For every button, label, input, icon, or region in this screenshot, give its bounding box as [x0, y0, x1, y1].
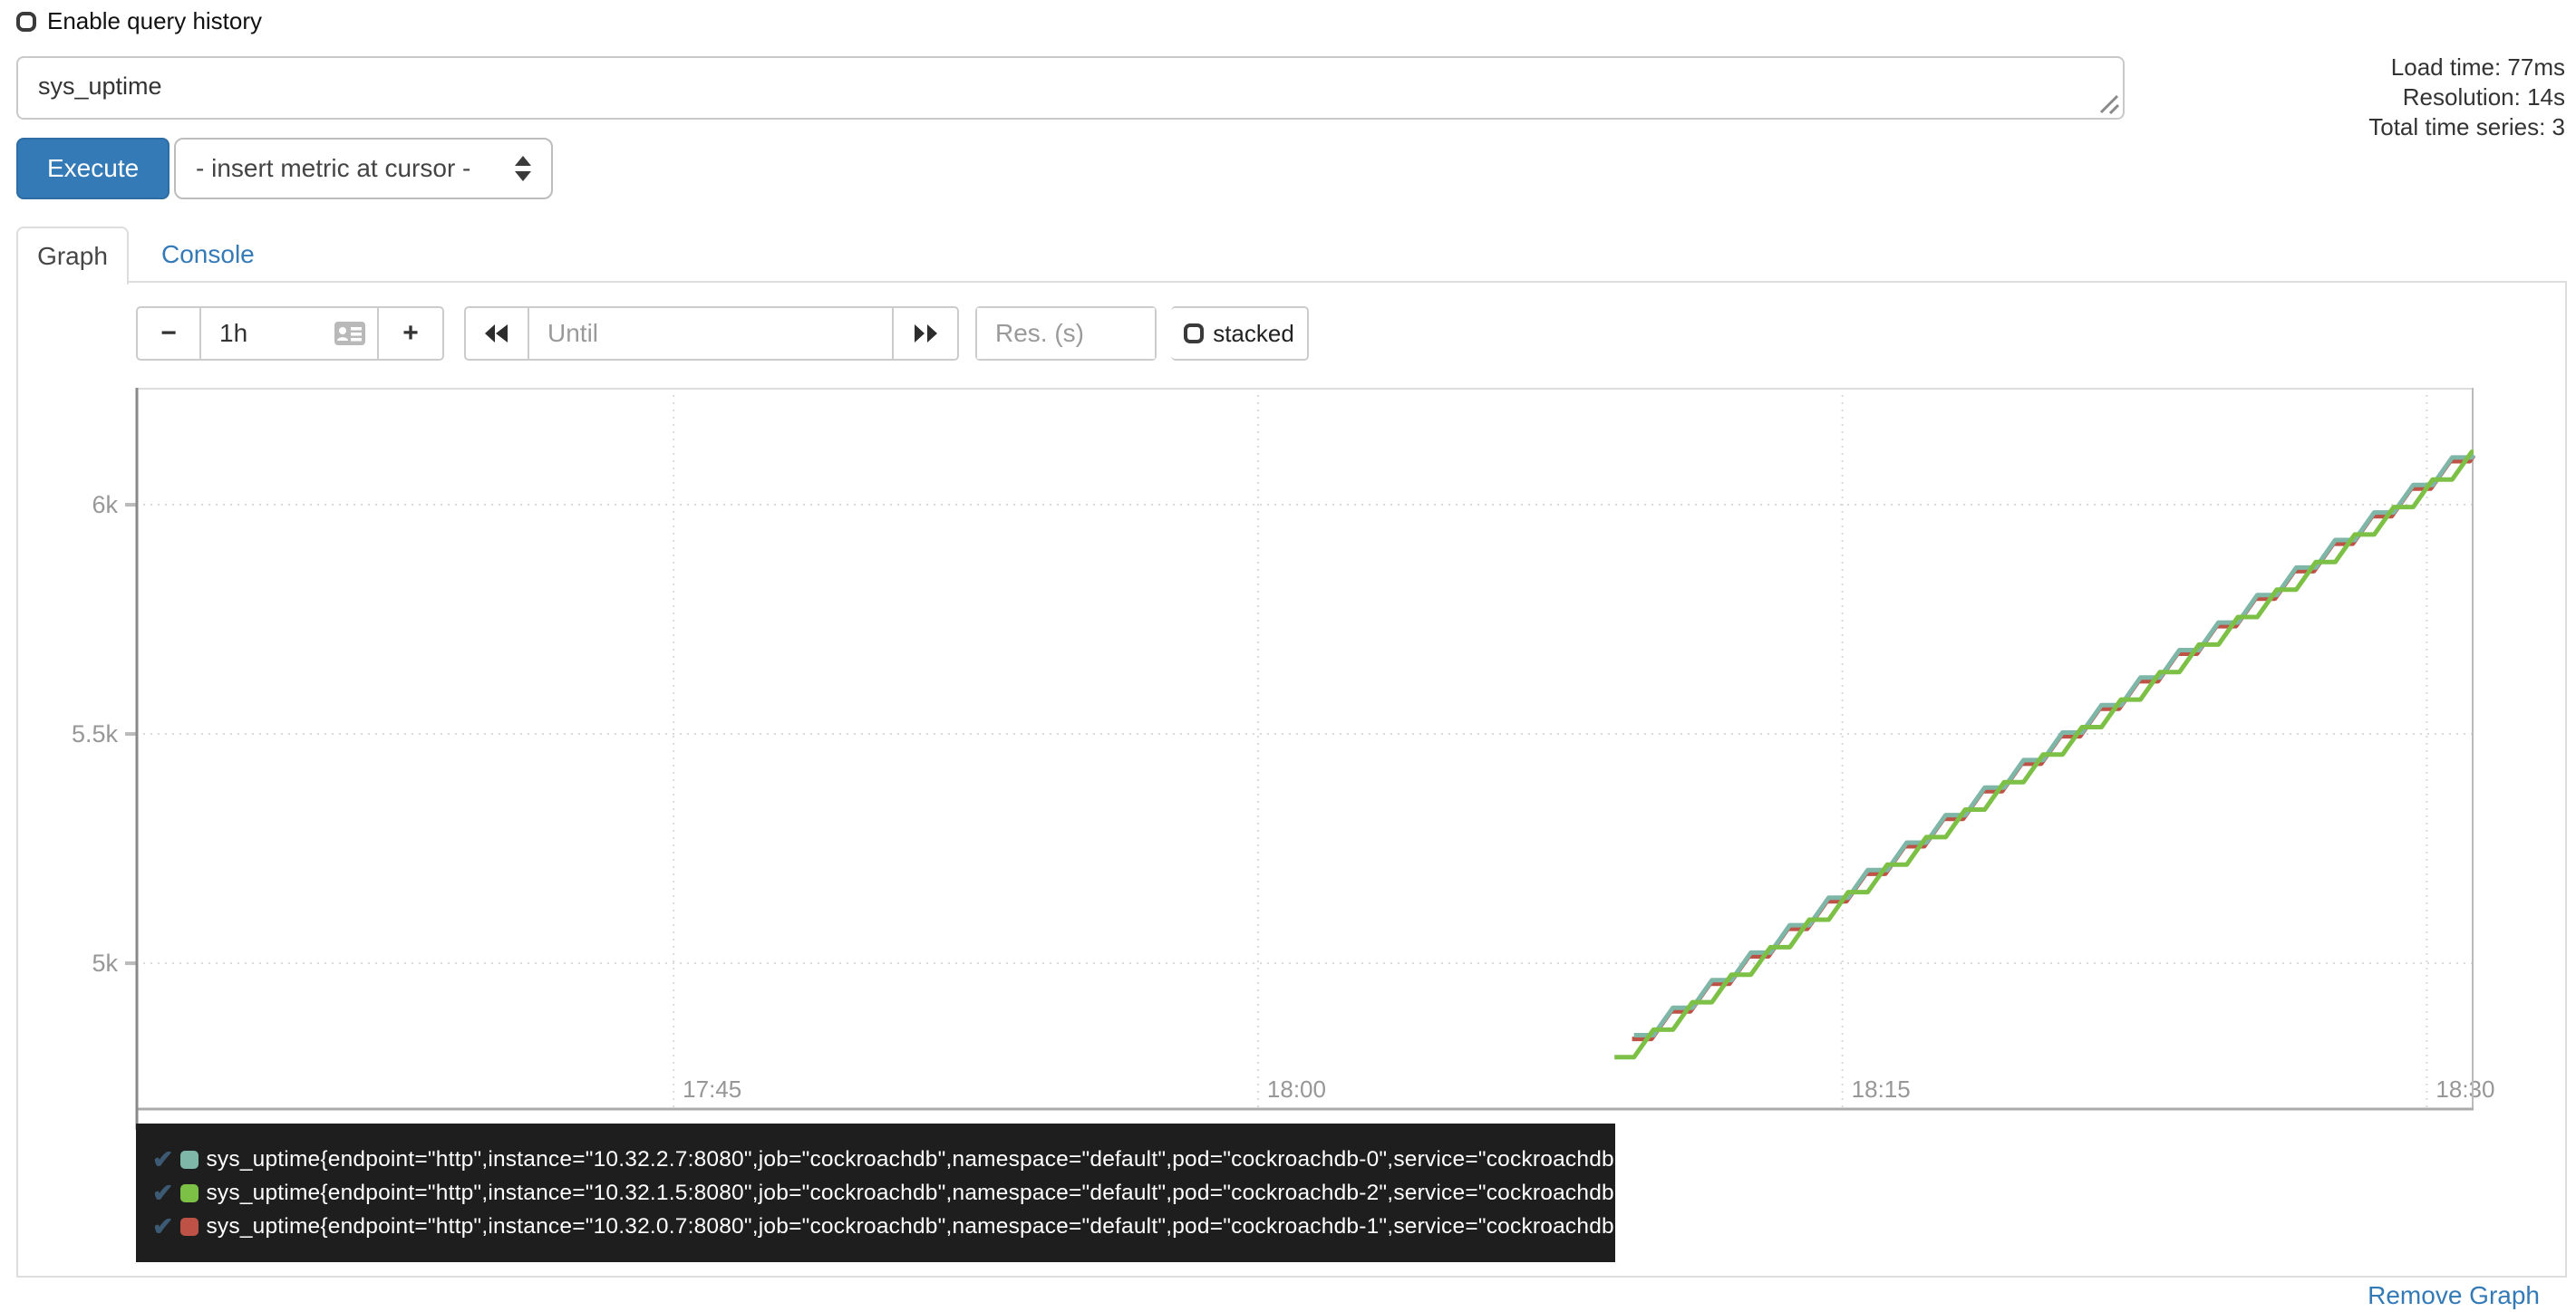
autofill-contact-icon[interactable]	[334, 321, 366, 346]
legend-item[interactable]: ✔ sys_uptime{endpoint="http",instance="1…	[152, 1177, 1630, 1209]
resolution-input[interactable]	[977, 308, 1155, 359]
query-history-row: Enable query history	[16, 7, 262, 35]
check-icon: ✔	[152, 1211, 174, 1240]
resize-grip-icon[interactable]	[2097, 92, 2119, 114]
legend-label: sys_uptime{endpoint="http",instance="10.…	[206, 1213, 1631, 1239]
execute-button[interactable]: Execute	[16, 138, 170, 199]
graph-controls: − +	[136, 306, 1309, 361]
total-time-series: Total time series: 3	[2368, 113, 2565, 140]
stacked-toggle[interactable]: stacked	[1171, 306, 1309, 361]
remove-graph-link[interactable]: Remove Graph	[2368, 1281, 2540, 1309]
range-input[interactable]	[201, 308, 377, 359]
query-expression-input[interactable]: sys_uptime	[16, 56, 2125, 120]
svg-text:5.5k: 5.5k	[72, 720, 119, 748]
svg-text:5k: 5k	[92, 950, 118, 977]
range-group: − +	[136, 306, 444, 361]
graph-panel: − +	[16, 281, 2567, 1278]
rewind-button[interactable]	[464, 306, 529, 361]
uptime-chart[interactable]: 17:45 18:00 18:15 18:30 5k 5.5k 6k	[72, 388, 2494, 1130]
tab-graph[interactable]: Graph	[16, 227, 129, 285]
enable-query-history-checkbox[interactable]	[16, 11, 36, 32]
chart-legend: ✔ sys_uptime{endpoint="http",instance="1…	[136, 1124, 1630, 1262]
rewind-icon	[485, 324, 508, 342]
range-decrease-button[interactable]: −	[136, 306, 201, 361]
resolution: Resolution: 14s	[2402, 83, 2565, 111]
check-icon: ✔	[152, 1178, 174, 1207]
tab-console[interactable]: Console	[161, 240, 255, 268]
enable-query-history-label: Enable query history	[47, 7, 263, 34]
query-stats: Load time: 77ms Resolution: 14s Total ti…	[2368, 53, 2565, 142]
insert-metric-select[interactable]: - insert metric at cursor -	[174, 138, 553, 199]
query-expression-wrap: sys_uptime	[16, 56, 2125, 120]
legend-label: sys_uptime{endpoint="http",instance="10.…	[206, 1146, 1631, 1172]
select-updown-icon	[515, 156, 531, 181]
legend-item[interactable]: ✔ sys_uptime{endpoint="http",instance="1…	[152, 1211, 1630, 1242]
range-input-wrap	[201, 306, 379, 361]
svg-text:17:45: 17:45	[683, 1076, 741, 1103]
legend-item[interactable]: ✔ sys_uptime{endpoint="http",instance="1…	[152, 1143, 1630, 1175]
legend-label: sys_uptime{endpoint="http",instance="10.…	[206, 1180, 1631, 1205]
svg-text:18:00: 18:00	[1267, 1076, 1326, 1103]
series-color-swatch	[180, 1150, 199, 1169]
svg-text:6k: 6k	[92, 491, 118, 518]
stacked-checkbox[interactable]	[1184, 323, 1205, 343]
forward-button[interactable]	[894, 306, 959, 361]
load-time: Load time: 77ms	[2390, 53, 2565, 81]
res-input-wrap	[975, 306, 1157, 361]
forward-icon	[915, 324, 937, 342]
time-group	[464, 306, 959, 361]
range-increase-button[interactable]: +	[379, 306, 444, 361]
stacked-label: stacked	[1213, 319, 1294, 347]
until-input[interactable]	[529, 308, 892, 359]
svg-text:18:15: 18:15	[1852, 1076, 1911, 1103]
insert-metric-select-value: - insert metric at cursor -	[196, 154, 471, 182]
series-color-swatch	[180, 1183, 199, 1202]
series-color-swatch	[180, 1217, 199, 1236]
svg-text:18:30: 18:30	[2436, 1076, 2494, 1103]
check-icon: ✔	[152, 1144, 174, 1173]
until-input-wrap	[529, 306, 894, 361]
